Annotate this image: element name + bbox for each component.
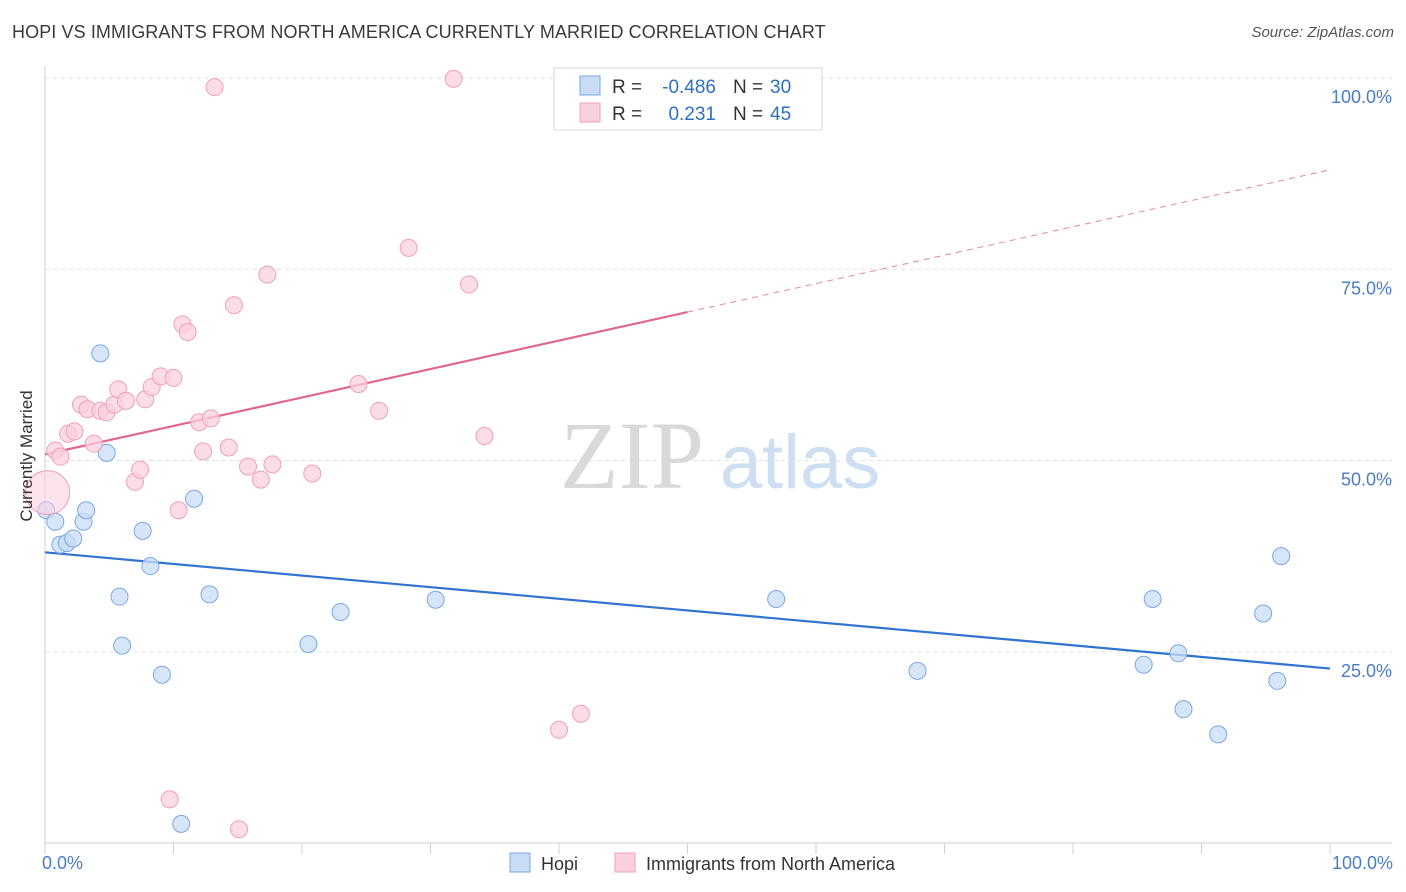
axes: [44, 66, 1392, 854]
immigrants-point-30: [239, 457, 258, 476]
hopi-point-13: [152, 665, 171, 684]
y-tick-label-0: 25.0%: [1341, 661, 1392, 681]
y-tick-labels: 25.0% 50.0% 75.0% 100.0%: [1331, 87, 1392, 681]
immigrants-point-7: [84, 434, 103, 453]
immigrants-point-42: [571, 704, 590, 723]
hopi-point-14: [172, 814, 191, 833]
data-points: [25, 69, 1291, 839]
immigrants-point-19: [164, 368, 183, 387]
legend-n-label-immigrants: N =: [733, 104, 763, 125]
legend-r-label-immigrants: R =: [612, 104, 642, 125]
hopi-point-7: [91, 344, 110, 363]
immigrants-trend-line-extension: [687, 169, 1331, 313]
legend-n-value-hopi: 30: [770, 77, 791, 98]
hopi-point-1: [46, 512, 65, 531]
immigrants-point-39: [460, 275, 479, 294]
chart-title: HOPI VS IMMIGRANTS FROM NORTH AMERICA CU…: [12, 22, 826, 42]
immigrants-point-22: [178, 322, 197, 341]
legend-stats-swatch-hopi: [579, 75, 601, 96]
immigrants-point-34: [303, 464, 322, 483]
legend-label-immigrants: Immigrants from North America: [646, 854, 896, 874]
hopi-point-23: [1143, 589, 1162, 608]
immigrants-point-40: [475, 427, 494, 446]
immigrants-point-36: [370, 401, 389, 420]
hopi-point-24: [1169, 644, 1188, 663]
hopi-point-17: [299, 635, 318, 654]
immigrants-point-4: [65, 422, 84, 441]
x-tick-labels: 0.0% 100.0%: [42, 853, 1393, 873]
immigrants-point-28: [224, 296, 243, 315]
immigrants-point-41: [550, 720, 568, 739]
legend-r-value-immigrants: 0.231: [663, 104, 716, 125]
legend-n-label-hopi: N =: [733, 77, 763, 98]
y-tick-label-1: 50.0%: [1341, 470, 1392, 490]
immigrants-point-25: [201, 409, 220, 428]
hopi-point-11: [133, 521, 152, 540]
immigrants-point-35: [349, 375, 368, 393]
legend-label-hopi: Hopi: [541, 854, 578, 874]
hopi-point-4: [64, 529, 83, 548]
immigrants-point-14: [131, 460, 150, 479]
hopi-point-16: [200, 585, 219, 604]
hopi-point-6: [77, 501, 96, 520]
immigrants-point-0: [25, 470, 71, 516]
hopi-point-29: [1272, 547, 1291, 566]
immigrants-point-37: [399, 238, 418, 257]
immigrants-point-29: [230, 820, 249, 839]
immigrants-point-2: [51, 447, 70, 466]
watermark-zip: ZIP: [560, 402, 704, 509]
hopi-point-15: [185, 489, 204, 508]
hopi-point-22: [1134, 655, 1153, 674]
hopi-point-20: [767, 589, 786, 608]
immigrants-point-32: [258, 265, 277, 284]
immigrants-point-12: [116, 391, 135, 410]
watermark-atlas: atlas: [720, 420, 881, 505]
immigrants-point-18: [160, 790, 179, 809]
x-tick-label-max: 100.0%: [1332, 853, 1393, 873]
immigrants-point-27: [219, 438, 238, 457]
grid-lines: [45, 77, 1392, 653]
immigrants-point-33: [263, 455, 282, 474]
y-tick-label-3: 100.0%: [1331, 87, 1392, 107]
hopi-point-8: [97, 443, 116, 462]
hopi-point-10: [113, 636, 132, 655]
y-axis-label: Currently Married: [17, 390, 36, 521]
legend-stats: R = -0.486 N = 30 R = 0.231 N = 45: [553, 67, 823, 131]
immigrants-point-31: [251, 470, 270, 489]
immigrants-point-26: [205, 78, 224, 97]
legend-r-value-hopi: -0.486: [662, 77, 716, 98]
legend-swatch-immigrants: [614, 852, 636, 873]
hopi-point-28: [1268, 671, 1287, 690]
hopi-point-26: [1209, 725, 1228, 744]
legend-series: Hopi Immigrants from North America: [509, 852, 896, 874]
legend-r-label-hopi: R =: [612, 77, 642, 98]
hopi-point-12: [141, 557, 160, 576]
legend-stats-swatch-immigrants: [579, 102, 601, 123]
immigrants-point-38: [444, 69, 463, 88]
immigrants-point-24: [194, 442, 213, 461]
hopi-point-27: [1254, 604, 1273, 623]
x-tick-label-min: 0.0%: [42, 853, 83, 873]
source-label: Source: ZipAtlas.com: [1251, 24, 1394, 41]
hopi-point-25: [1174, 700, 1193, 719]
hopi-point-19: [426, 590, 445, 609]
hopi-point-9: [110, 587, 129, 606]
legend-swatch-hopi: [509, 852, 531, 873]
immigrants-point-20: [169, 501, 188, 520]
legend-n-value-immigrants: 45: [770, 104, 791, 125]
hopi-trend-line: [44, 551, 1331, 670]
hopi-point-21: [908, 661, 927, 680]
y-tick-label-2: 75.0%: [1341, 278, 1392, 298]
hopi-point-18: [331, 602, 350, 621]
watermark: ZIP atlas: [560, 402, 880, 509]
